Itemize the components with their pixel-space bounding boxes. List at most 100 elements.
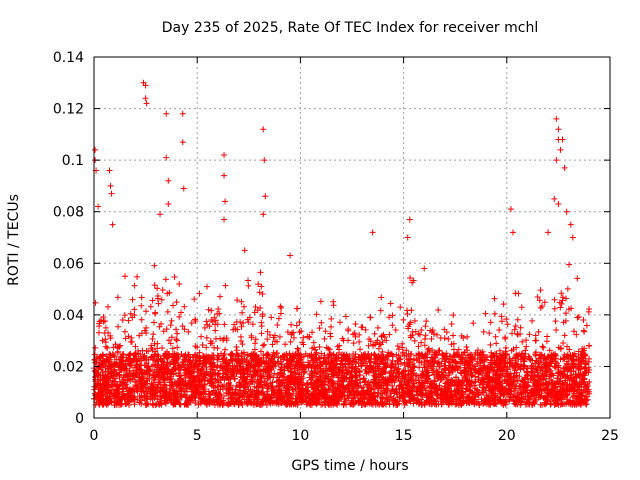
data-point [442, 398, 449, 405]
data-point [478, 377, 485, 384]
data-point [418, 383, 425, 390]
data-point [327, 351, 334, 358]
data-point [304, 352, 311, 359]
data-point [476, 401, 483, 408]
data-point [434, 395, 441, 402]
data-point [220, 370, 227, 377]
data-point [124, 357, 131, 364]
data-point [574, 314, 581, 321]
data-point [328, 377, 335, 384]
data-point [448, 378, 455, 385]
data-point [219, 402, 226, 409]
data-point [127, 351, 134, 358]
data-point [546, 366, 553, 373]
data-point [151, 282, 158, 289]
data-point [433, 367, 440, 374]
data-point [426, 383, 433, 390]
data-point [339, 335, 346, 342]
data-point [231, 375, 238, 382]
data-point [545, 353, 552, 360]
data-point [125, 333, 132, 340]
data-point [512, 367, 519, 374]
data-point [377, 341, 384, 348]
data-point [581, 365, 588, 372]
data-point [159, 344, 166, 351]
data-point [109, 382, 116, 389]
data-point [450, 312, 457, 319]
data-point [330, 302, 337, 309]
data-point [449, 368, 456, 375]
data-point [529, 388, 536, 395]
data-point [306, 374, 313, 381]
data-point [360, 375, 367, 382]
data-point [203, 344, 210, 351]
data-point [401, 367, 408, 374]
data-point [309, 329, 316, 336]
data-point [152, 374, 159, 381]
data-point [535, 373, 542, 380]
data-point [454, 397, 461, 404]
data-point [475, 367, 482, 374]
data-point [351, 391, 358, 398]
data-point [564, 285, 571, 292]
data-point [159, 287, 166, 294]
data-point [164, 359, 171, 366]
data-point [130, 371, 137, 378]
data-point [459, 389, 466, 396]
data-point [215, 353, 222, 360]
data-point [559, 381, 566, 388]
data-point [575, 382, 582, 389]
data-point [125, 317, 132, 324]
data-point [191, 391, 198, 398]
data-point [317, 378, 324, 385]
data-point [325, 382, 332, 389]
data-point [496, 381, 503, 388]
data-point [327, 333, 334, 340]
data-point [326, 394, 333, 401]
data-point [104, 345, 111, 352]
data-point [260, 373, 267, 380]
data-point [448, 341, 455, 348]
data-point [549, 357, 556, 364]
data-point [411, 337, 418, 344]
data-point [378, 351, 385, 358]
data-point [336, 319, 343, 326]
data-point [478, 396, 485, 403]
data-point [450, 332, 457, 339]
data-point [131, 306, 138, 313]
data-point [354, 397, 361, 404]
data-point [251, 346, 258, 353]
data-point [174, 330, 181, 337]
data-point [282, 341, 289, 348]
data-point [167, 340, 174, 347]
data-point [129, 296, 136, 303]
data-point [261, 341, 268, 348]
data-point [442, 362, 449, 369]
data-point [553, 327, 560, 334]
data-point [143, 348, 150, 355]
data-point [141, 327, 148, 334]
data-point [205, 355, 212, 362]
data-point [165, 351, 172, 358]
data-point [492, 333, 499, 340]
data-point [410, 380, 417, 387]
data-point [258, 401, 265, 408]
data-point [178, 391, 185, 398]
data-point [480, 351, 487, 358]
data-point [163, 326, 170, 333]
data-point [313, 311, 320, 318]
data-point [362, 366, 369, 373]
data-point [162, 399, 169, 406]
data-point [569, 360, 576, 367]
data-point [436, 382, 443, 389]
data-point [389, 351, 396, 358]
data-point [561, 351, 568, 358]
data-point [102, 324, 109, 331]
data-point [198, 390, 205, 397]
data-point [392, 376, 399, 383]
data-point [503, 380, 510, 387]
data-point [168, 368, 175, 375]
data-point [110, 344, 117, 351]
data-point [450, 398, 457, 405]
data-point [352, 351, 359, 358]
